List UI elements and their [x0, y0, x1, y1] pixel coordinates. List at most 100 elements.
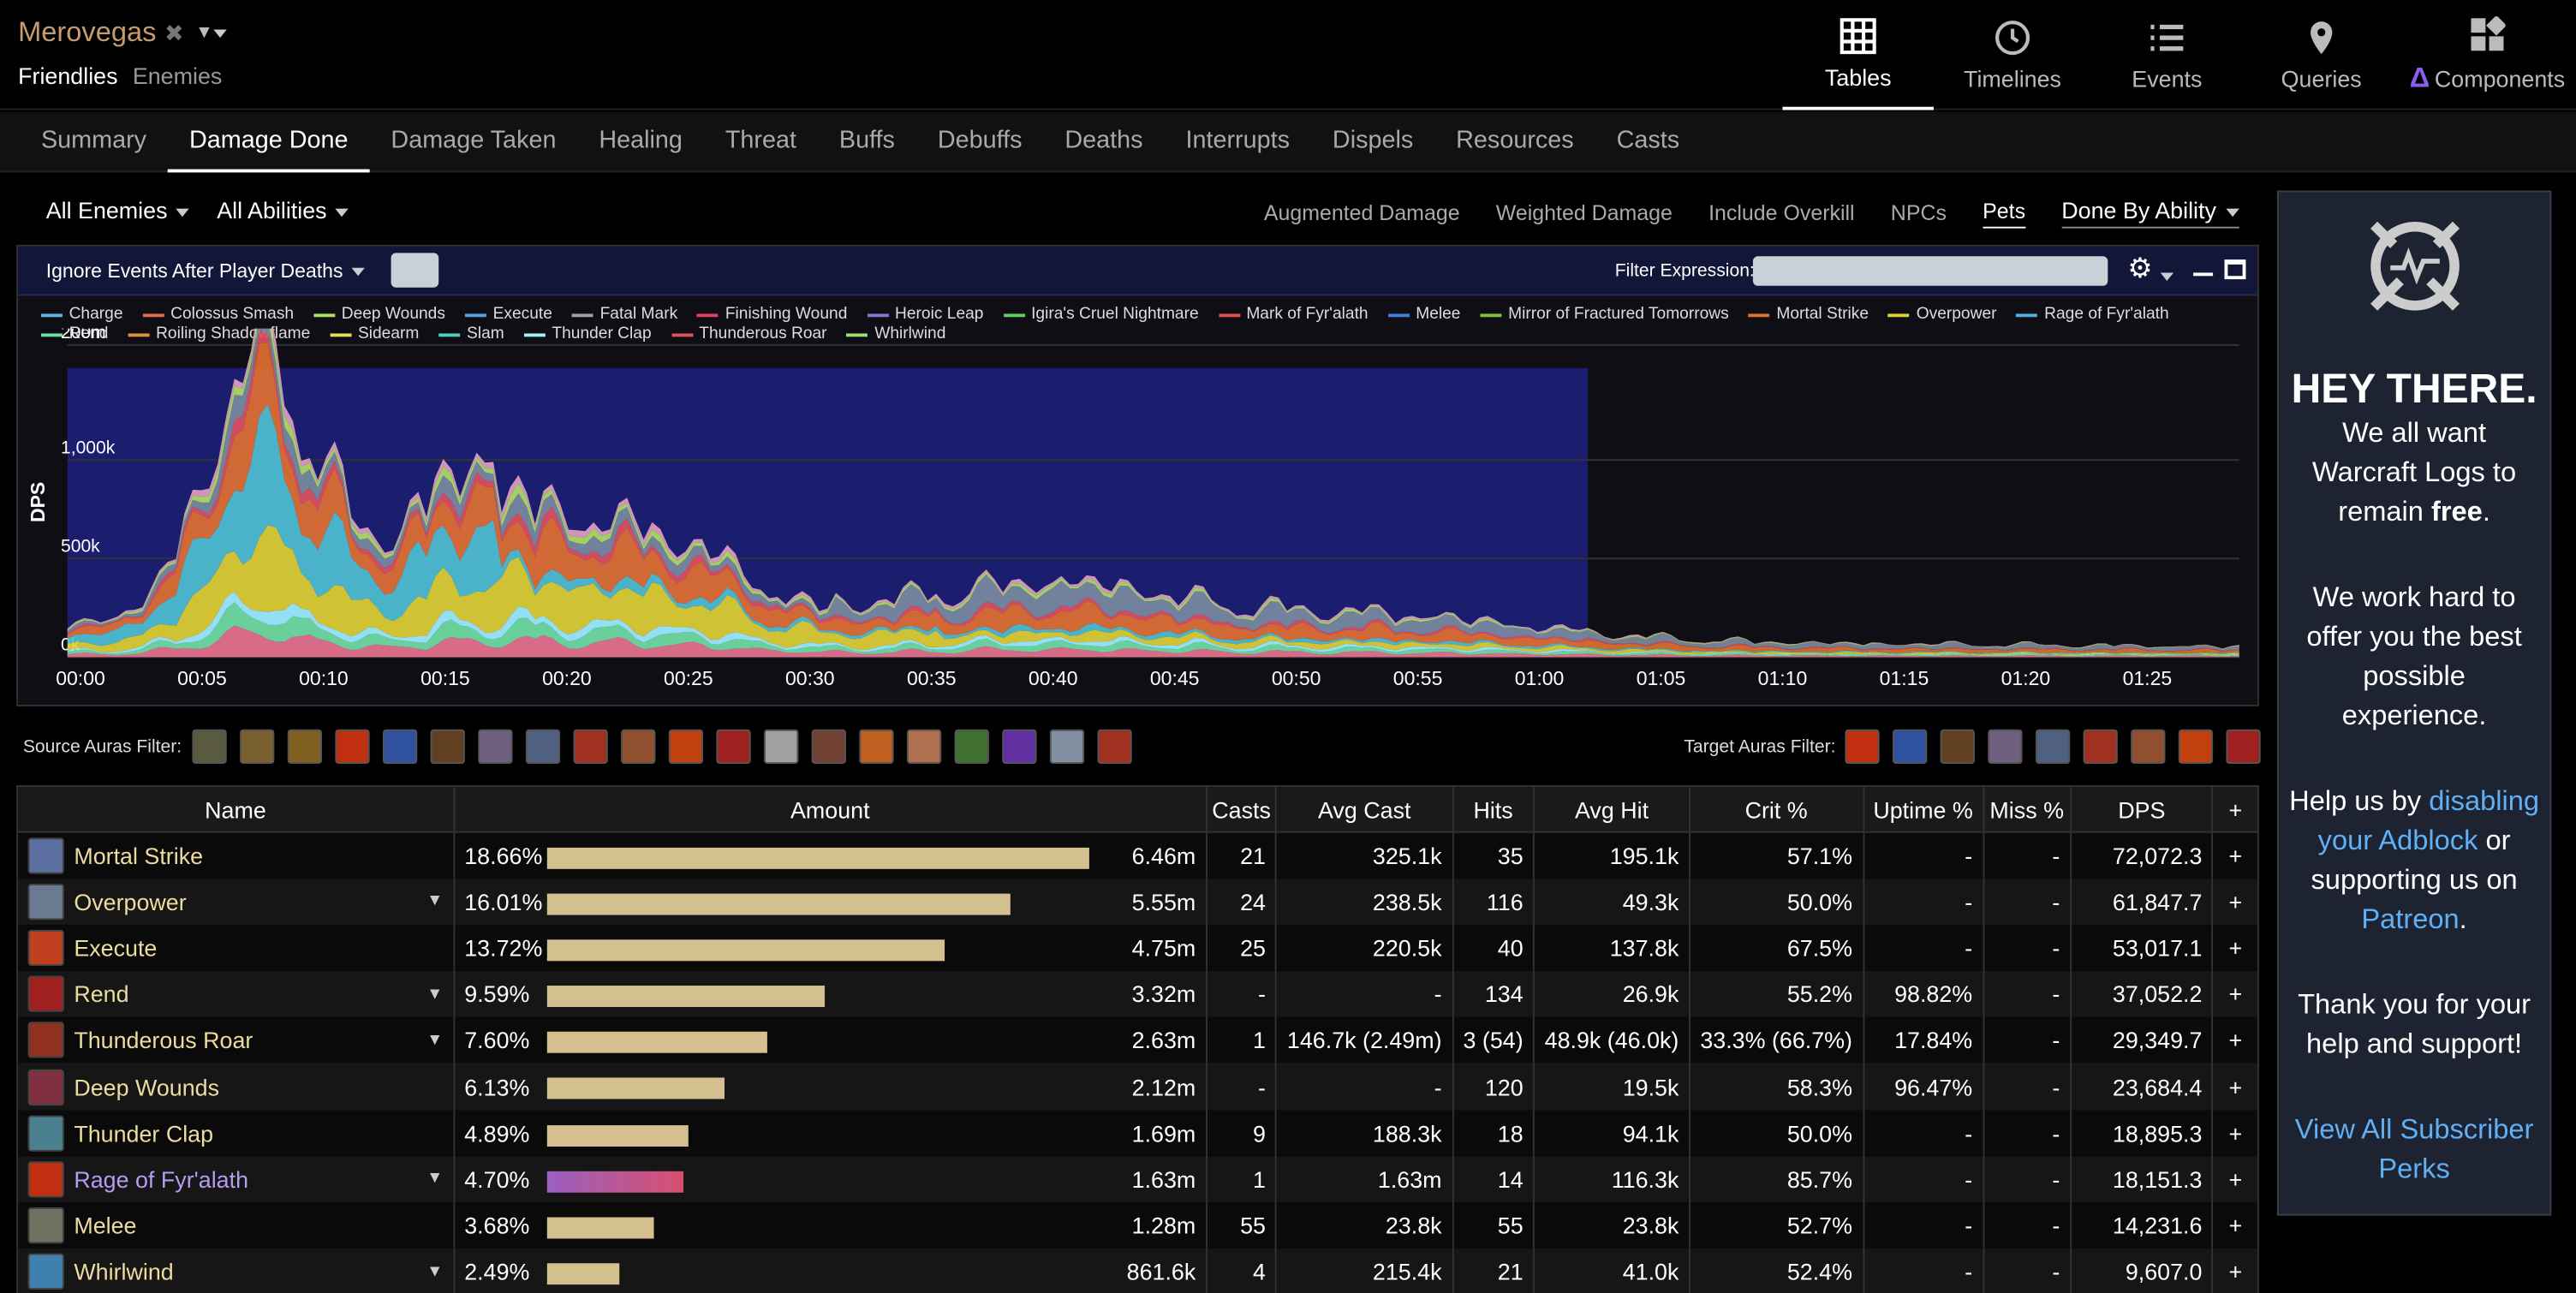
legend-item[interactable]: Rend: [40, 325, 108, 343]
tab-resources[interactable]: Resources: [1456, 126, 1574, 155]
toggle-npcs[interactable]: NPCs: [1890, 200, 1947, 225]
expand-caret-icon[interactable]: ▼: [426, 985, 444, 1004]
chevron-down-icon[interactable]: ▼: [195, 23, 226, 43]
toggle-augmented-damage[interactable]: Augmented Damage: [1263, 200, 1460, 225]
ignore-events-dropdown[interactable]: Ignore Events After Player Deaths: [46, 259, 365, 283]
col-amount[interactable]: Amount: [452, 784, 1208, 833]
tab-damage-taken[interactable]: Damage Taken: [391, 126, 557, 155]
legend-item[interactable]: Thunder Clap: [523, 325, 652, 343]
aura-filter-icon[interactable]: [1049, 729, 1084, 765]
legend-item[interactable]: Charge: [40, 306, 123, 324]
legend-item[interactable]: Heroic Leap: [867, 306, 983, 324]
ability-name[interactable]: Execute: [74, 934, 158, 962]
aura-filter-icon[interactable]: [2227, 729, 2262, 765]
table-row[interactable]: Whirlwind ▼ 2.49% 861.6k 4 215.4k 21 41.0k 52.4%…: [16, 1248, 2259, 1293]
aura-filter-icon[interactable]: [953, 729, 989, 765]
col-casts[interactable]: Casts: [1205, 784, 1278, 833]
toggle-weighted-damage[interactable]: Weighted Damage: [1495, 200, 1673, 225]
tab-healing[interactable]: Healing: [599, 126, 683, 155]
toggle-pets[interactable]: Pets: [1983, 198, 2026, 228]
aura-filter-icon[interactable]: [1941, 729, 1976, 765]
legend-item[interactable]: Fatal Mark: [571, 306, 677, 324]
add-column-button[interactable]: +: [2211, 784, 2259, 833]
legend-item[interactable]: Rage of Fyr'alath: [2016, 306, 2169, 324]
expand-row-button[interactable]: +: [2211, 1202, 2259, 1249]
abilities-dropdown[interactable]: All Abilities: [217, 197, 348, 223]
toggle-switch[interactable]: [391, 253, 439, 288]
table-row[interactable]: Rage of Fyr'alath ▼ 4.70% 1.63m 1 1.63m 14 116.…: [16, 1156, 2259, 1203]
minimize-icon[interactable]: [2193, 272, 2214, 277]
legend-item[interactable]: Mortal Strike: [1748, 306, 1869, 324]
expand-caret-icon[interactable]: ▼: [426, 892, 444, 911]
aura-filter-icon[interactable]: [1893, 729, 1928, 765]
expand-row-button[interactable]: +: [2211, 1156, 2259, 1203]
aura-filter-icon[interactable]: [429, 729, 465, 765]
ability-name[interactable]: Rage of Fyr'alath: [74, 1165, 249, 1193]
aura-filter-icon[interactable]: [334, 729, 369, 765]
gear-icon[interactable]: ⚙: [2127, 253, 2153, 284]
col-dps[interactable]: DPS: [2069, 784, 2214, 833]
ability-cell[interactable]: Execute: [16, 924, 455, 971]
col-uptime[interactable]: Uptime %: [1862, 784, 1984, 833]
aura-filter-icon[interactable]: [239, 729, 274, 765]
ability-name[interactable]: Thunderous Roar: [74, 1027, 253, 1054]
ability-cell[interactable]: Mortal Strike: [16, 831, 455, 879]
expand-caret-icon[interactable]: ▼: [426, 1262, 444, 1281]
expand-row-button[interactable]: +: [2211, 1016, 2259, 1064]
aura-filter-icon[interactable]: [858, 729, 893, 765]
legend-item[interactable]: Overpower: [1888, 306, 1997, 324]
aura-filter-icon[interactable]: [382, 729, 417, 765]
ability-cell[interactable]: Thunder Clap: [16, 1110, 455, 1157]
aura-filter-icon[interactable]: [525, 729, 560, 765]
aura-filter-icon[interactable]: [668, 729, 703, 765]
toggle-include-overkill[interactable]: Include Overkill: [1708, 200, 1855, 225]
expand-row-button[interactable]: +: [2211, 1064, 2259, 1111]
series-area[interactable]: [67, 625, 2239, 658]
expand-row-button[interactable]: +: [2211, 970, 2259, 1017]
table-row[interactable]: Melee 3.68% 1.28m 55 23.8k 55 23.8k 52.7% - -14,2…: [16, 1202, 2259, 1249]
tab-summary[interactable]: Summary: [40, 126, 147, 155]
done-by-dropdown[interactable]: Done By Ability: [2061, 197, 2239, 229]
ability-name[interactable]: Rend: [74, 980, 129, 1008]
legend-item[interactable]: Thunderous Roar: [671, 325, 827, 343]
series-area[interactable]: [67, 525, 2239, 658]
nav-queries[interactable]: Queries: [2247, 0, 2395, 110]
table-row[interactable]: Execute 13.72% 4.75m 25 220.5k 40 137.8k 67.5% -…: [16, 924, 2259, 971]
tab-buffs[interactable]: Buffs: [838, 126, 895, 155]
series-area[interactable]: [67, 403, 2239, 658]
legend-item[interactable]: Colossus Smash: [142, 306, 294, 324]
legend-item[interactable]: Execute: [464, 306, 552, 324]
aura-filter-icon[interactable]: [191, 729, 226, 765]
aura-filter-icon[interactable]: [2131, 729, 2167, 765]
col-crit[interactable]: Crit %: [1688, 784, 1864, 833]
col-name[interactable]: Name: [16, 784, 455, 833]
aura-filter-icon[interactable]: [2179, 729, 2214, 765]
ability-cell[interactable]: Deep Wounds: [16, 1064, 455, 1111]
disable-adblock-link[interactable]: disabling your Adblock: [2317, 784, 2540, 856]
legend-item[interactable]: Mark of Fyr'alath: [1218, 306, 1368, 324]
nav-events[interactable]: Events: [2093, 0, 2241, 110]
nav-timelines[interactable]: Timelines: [1939, 0, 2087, 110]
patreon-link[interactable]: Patreon: [2361, 903, 2460, 935]
filter-expression-input[interactable]: [1752, 256, 2108, 286]
ability-cell[interactable]: Whirlwind ▼: [16, 1248, 455, 1293]
maximize-icon[interactable]: [2224, 259, 2246, 280]
table-row[interactable]: Thunderous Roar ▼ 7.60% 2.63m 1 146.7k (2.49m…: [16, 1016, 2259, 1064]
aura-filter-icon[interactable]: [1096, 729, 1131, 765]
legend-item[interactable]: Igira's Cruel Nightmare: [1003, 306, 1199, 324]
expand-caret-icon[interactable]: ▼: [426, 1031, 444, 1050]
aura-filter-icon[interactable]: [572, 729, 608, 765]
tab-interrupts[interactable]: Interrupts: [1185, 126, 1291, 155]
legend-item[interactable]: Deep Wounds: [313, 306, 445, 324]
subscriber-perks-link[interactable]: View All Subscriber Perks: [2294, 1113, 2534, 1185]
col-avg-hit[interactable]: Avg Hit: [1533, 784, 1690, 833]
tab-friendlies[interactable]: Friendlies: [18, 62, 118, 89]
table-row[interactable]: Thunder Clap 4.89% 1.69m 9 188.3k 18 94.1k 50.0…: [16, 1110, 2259, 1157]
aura-filter-icon[interactable]: [906, 729, 941, 765]
nav-components[interactable]: Δ Components: [2402, 0, 2573, 110]
expand-row-button[interactable]: +: [2211, 831, 2259, 879]
expand-row-button[interactable]: +: [2211, 924, 2259, 971]
expand-row-button[interactable]: +: [2211, 878, 2259, 925]
aura-filter-icon[interactable]: [286, 729, 322, 765]
nav-tables[interactable]: Tables: [1782, 0, 1934, 110]
